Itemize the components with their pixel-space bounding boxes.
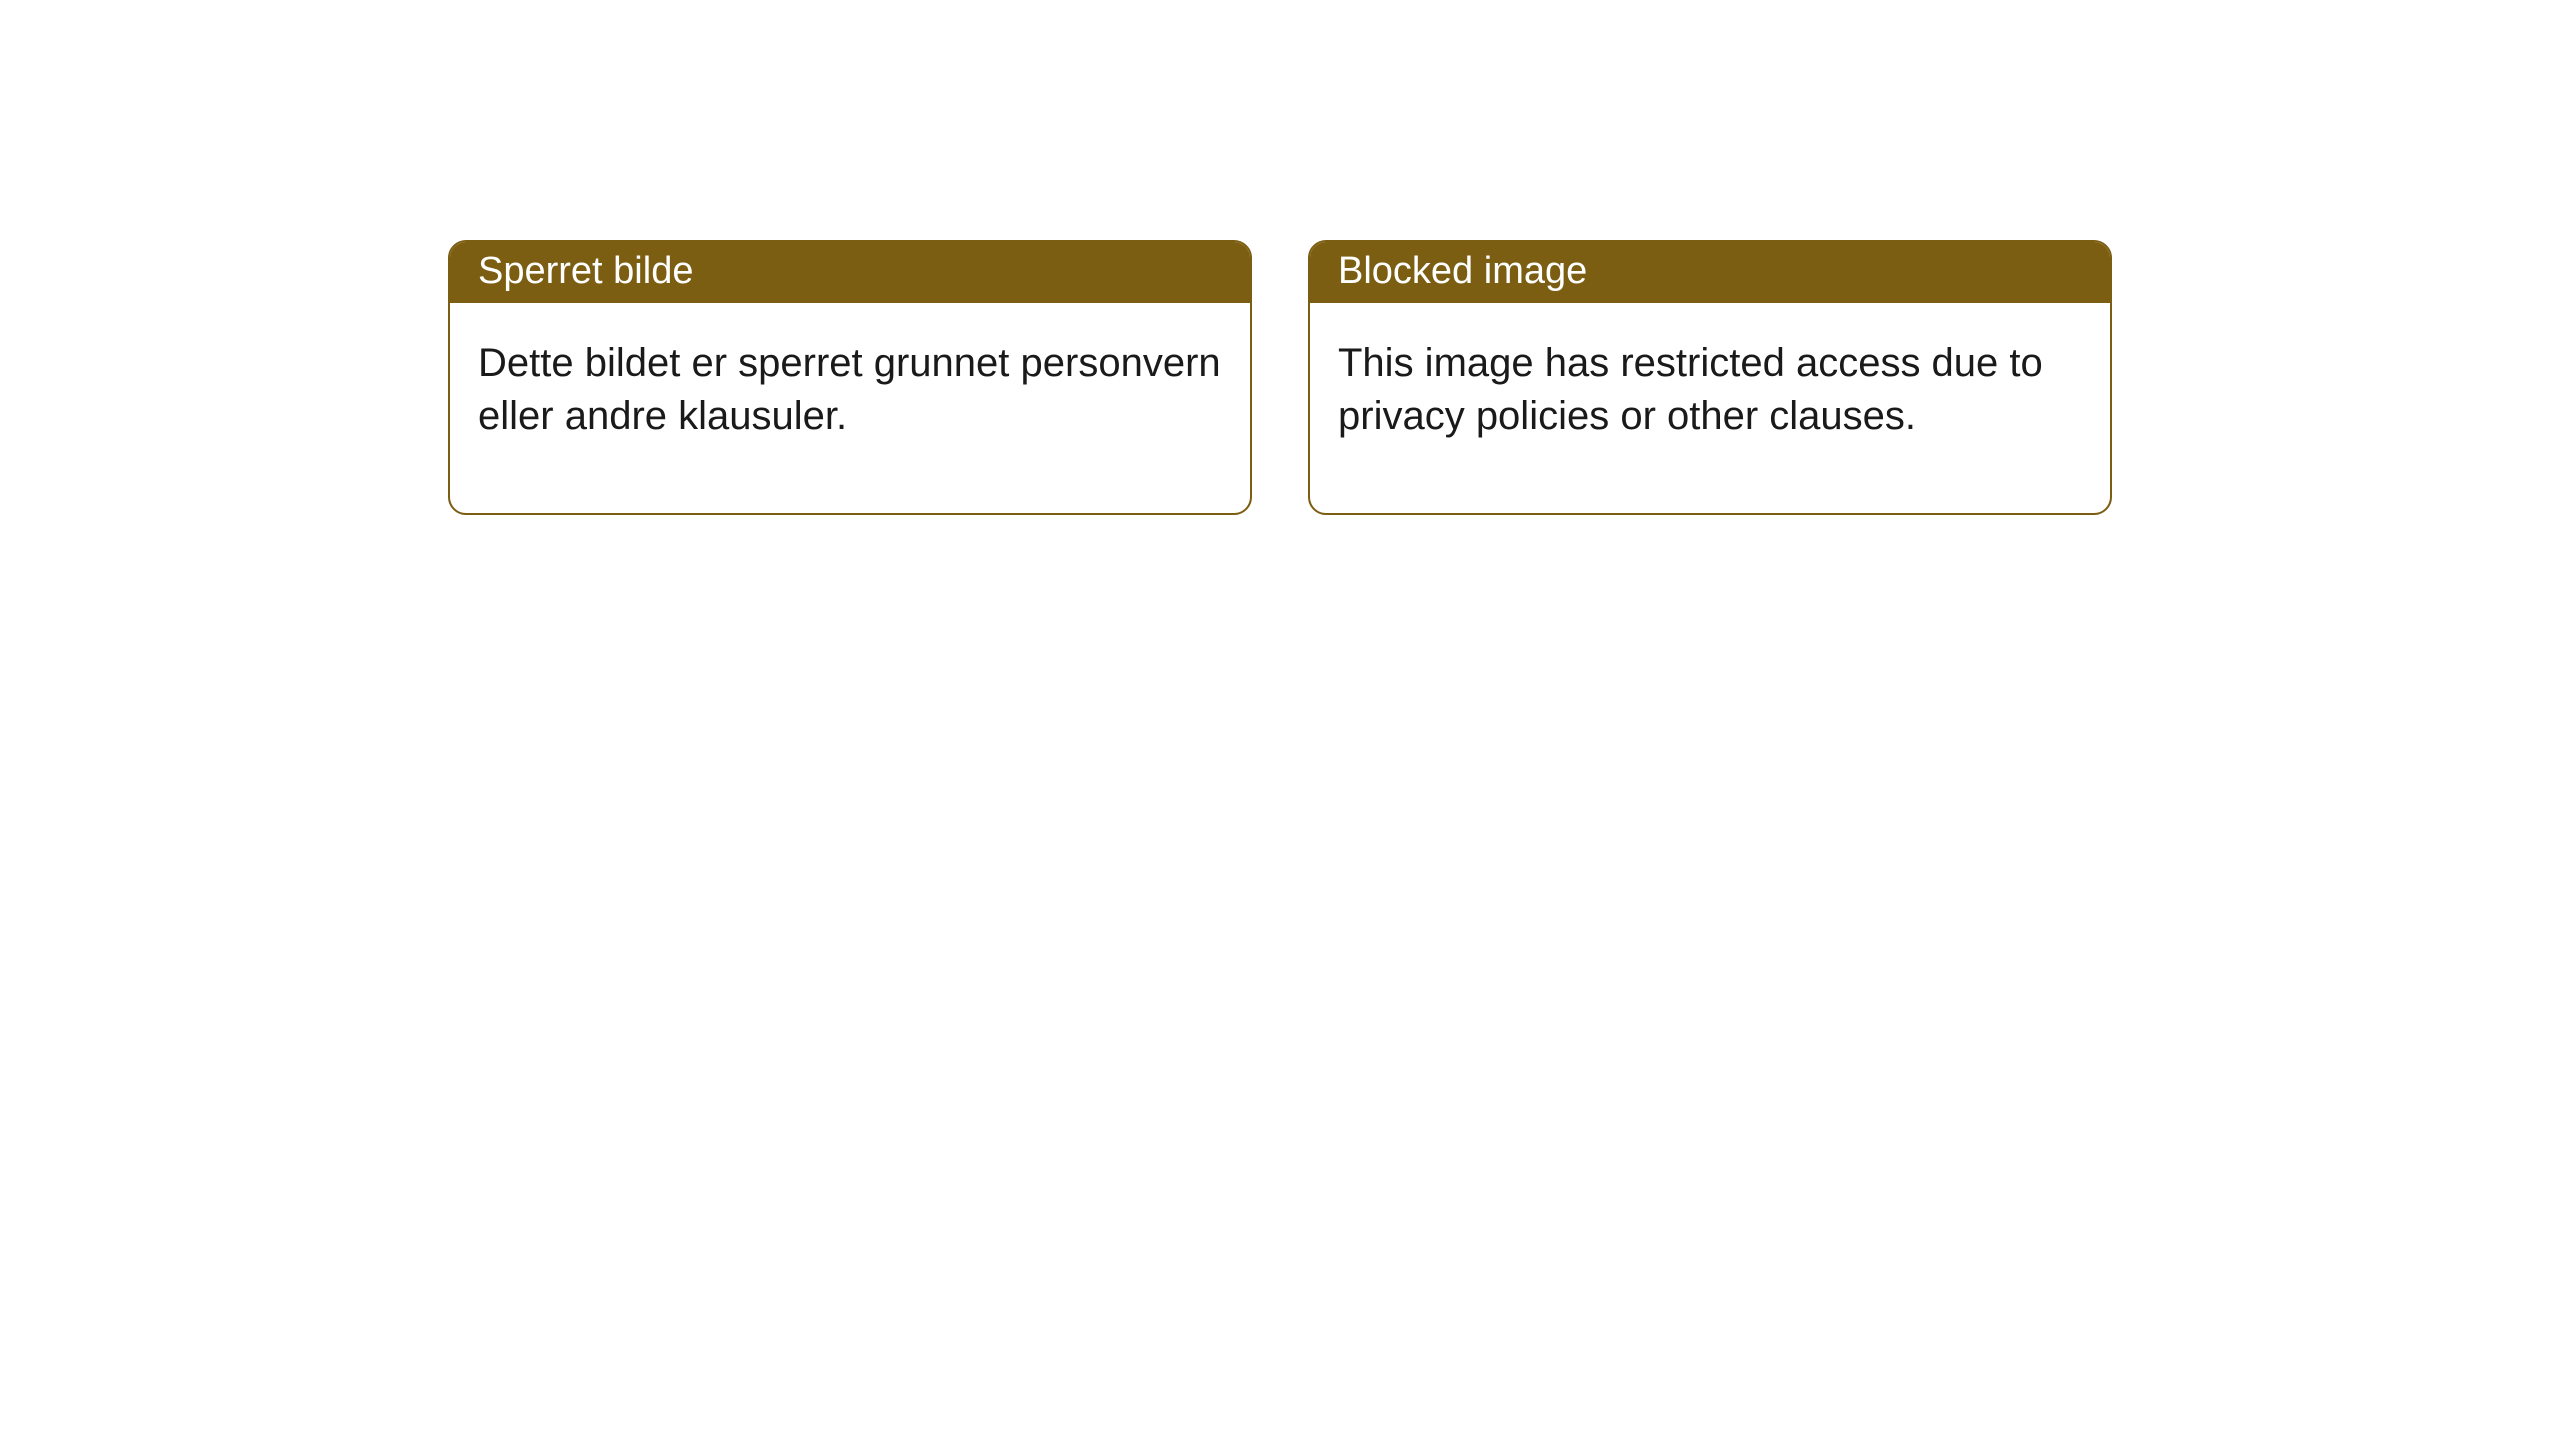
notice-card-english: Blocked image This image has restricted …: [1308, 240, 2112, 515]
notice-body: Dette bildet er sperret grunnet personve…: [450, 303, 1250, 513]
notice-title: Sperret bilde: [450, 242, 1250, 303]
notice-title: Blocked image: [1310, 242, 2110, 303]
notice-card-norwegian: Sperret bilde Dette bildet er sperret gr…: [448, 240, 1252, 515]
notice-body: This image has restricted access due to …: [1310, 303, 2110, 513]
notice-container: Sperret bilde Dette bildet er sperret gr…: [448, 240, 2112, 515]
